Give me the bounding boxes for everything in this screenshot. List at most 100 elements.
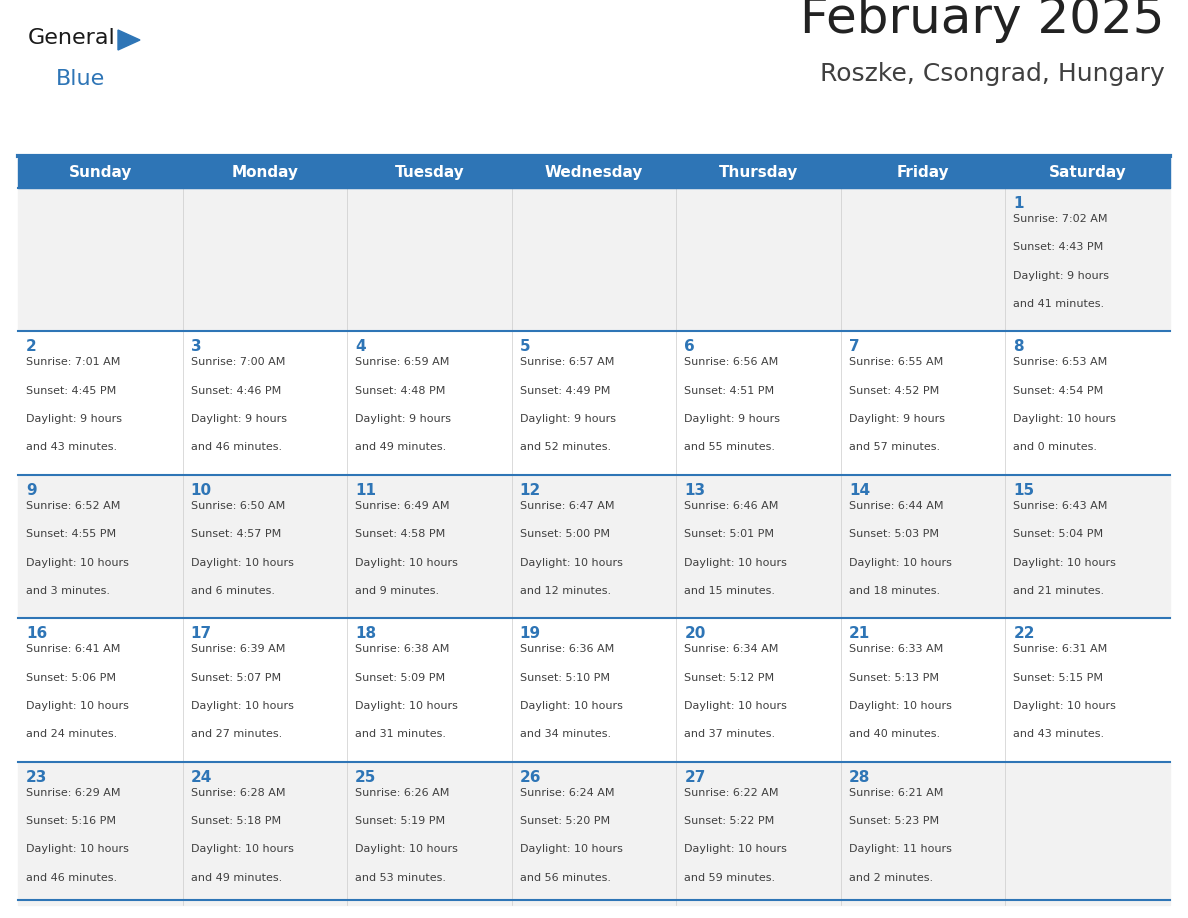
Text: Sunrise: 6:59 AM: Sunrise: 6:59 AM bbox=[355, 357, 449, 367]
Text: Daylight: 10 hours: Daylight: 10 hours bbox=[190, 845, 293, 855]
Text: Daylight: 10 hours: Daylight: 10 hours bbox=[849, 701, 952, 711]
Text: and 12 minutes.: and 12 minutes. bbox=[519, 586, 611, 596]
Text: Sunset: 5:06 PM: Sunset: 5:06 PM bbox=[26, 673, 116, 683]
Bar bbox=[18, 158, 1170, 188]
Text: Sunrise: 6:50 AM: Sunrise: 6:50 AM bbox=[190, 501, 285, 510]
Text: Sunset: 5:12 PM: Sunset: 5:12 PM bbox=[684, 673, 775, 683]
Text: and 21 minutes.: and 21 minutes. bbox=[1013, 586, 1105, 596]
Text: Sunset: 4:55 PM: Sunset: 4:55 PM bbox=[26, 529, 116, 539]
Text: and 46 minutes.: and 46 minutes. bbox=[190, 442, 282, 453]
Text: 9: 9 bbox=[26, 483, 37, 498]
Text: Sunrise: 6:22 AM: Sunrise: 6:22 AM bbox=[684, 788, 779, 798]
Text: Sunset: 4:57 PM: Sunset: 4:57 PM bbox=[190, 529, 280, 539]
Bar bbox=[18, 618, 1170, 762]
Text: Sunset: 5:22 PM: Sunset: 5:22 PM bbox=[684, 816, 775, 826]
Text: and 27 minutes.: and 27 minutes. bbox=[190, 729, 282, 739]
Text: Sunset: 4:52 PM: Sunset: 4:52 PM bbox=[849, 386, 939, 396]
Text: and 41 minutes.: and 41 minutes. bbox=[1013, 299, 1105, 309]
Text: Daylight: 10 hours: Daylight: 10 hours bbox=[519, 845, 623, 855]
Text: Sunset: 4:48 PM: Sunset: 4:48 PM bbox=[355, 386, 446, 396]
Text: General: General bbox=[29, 28, 115, 48]
Text: Sunset: 4:46 PM: Sunset: 4:46 PM bbox=[190, 386, 280, 396]
Text: Sunrise: 6:28 AM: Sunrise: 6:28 AM bbox=[190, 788, 285, 798]
Text: Sunset: 5:16 PM: Sunset: 5:16 PM bbox=[26, 816, 116, 826]
Text: and 9 minutes.: and 9 minutes. bbox=[355, 586, 440, 596]
Text: Sunrise: 6:52 AM: Sunrise: 6:52 AM bbox=[26, 501, 120, 510]
Text: Sunrise: 6:24 AM: Sunrise: 6:24 AM bbox=[519, 788, 614, 798]
Text: Wednesday: Wednesday bbox=[545, 165, 643, 181]
Text: 5: 5 bbox=[519, 340, 530, 354]
Text: Sunrise: 6:26 AM: Sunrise: 6:26 AM bbox=[355, 788, 449, 798]
Text: Monday: Monday bbox=[232, 165, 298, 181]
Text: 28: 28 bbox=[849, 769, 871, 785]
Text: Sunrise: 6:57 AM: Sunrise: 6:57 AM bbox=[519, 357, 614, 367]
Text: and 52 minutes.: and 52 minutes. bbox=[519, 442, 611, 453]
Text: 25: 25 bbox=[355, 769, 377, 785]
Text: 17: 17 bbox=[190, 626, 211, 641]
Text: and 2 minutes.: and 2 minutes. bbox=[849, 873, 933, 882]
Text: and 43 minutes.: and 43 minutes. bbox=[1013, 729, 1105, 739]
Text: Sunset: 5:09 PM: Sunset: 5:09 PM bbox=[355, 673, 446, 683]
Text: Sunrise: 6:55 AM: Sunrise: 6:55 AM bbox=[849, 357, 943, 367]
Text: and 49 minutes.: and 49 minutes. bbox=[190, 873, 282, 882]
Text: Sunset: 5:10 PM: Sunset: 5:10 PM bbox=[519, 673, 609, 683]
Text: Sunset: 4:54 PM: Sunset: 4:54 PM bbox=[1013, 386, 1104, 396]
Text: Sunrise: 6:39 AM: Sunrise: 6:39 AM bbox=[190, 644, 285, 655]
Text: Tuesday: Tuesday bbox=[394, 165, 465, 181]
Text: Daylight: 9 hours: Daylight: 9 hours bbox=[190, 414, 286, 424]
Text: Blue: Blue bbox=[56, 69, 106, 89]
Text: 11: 11 bbox=[355, 483, 377, 498]
Text: 2: 2 bbox=[26, 340, 37, 354]
Text: 24: 24 bbox=[190, 769, 211, 785]
Text: and 55 minutes.: and 55 minutes. bbox=[684, 442, 776, 453]
Text: Sunset: 4:49 PM: Sunset: 4:49 PM bbox=[519, 386, 611, 396]
Text: Sunrise: 7:01 AM: Sunrise: 7:01 AM bbox=[26, 357, 120, 367]
Text: 6: 6 bbox=[684, 340, 695, 354]
Text: 22: 22 bbox=[1013, 626, 1035, 641]
Text: Daylight: 10 hours: Daylight: 10 hours bbox=[1013, 557, 1117, 567]
Text: and 46 minutes.: and 46 minutes. bbox=[26, 873, 118, 882]
Text: and 31 minutes.: and 31 minutes. bbox=[355, 729, 447, 739]
Text: Sunrise: 6:44 AM: Sunrise: 6:44 AM bbox=[849, 501, 943, 510]
Text: Sunset: 4:51 PM: Sunset: 4:51 PM bbox=[684, 386, 775, 396]
Text: Daylight: 10 hours: Daylight: 10 hours bbox=[190, 701, 293, 711]
Text: and 40 minutes.: and 40 minutes. bbox=[849, 729, 940, 739]
Text: Friday: Friday bbox=[897, 165, 949, 181]
Text: Sunset: 5:19 PM: Sunset: 5:19 PM bbox=[355, 816, 446, 826]
Text: and 18 minutes.: and 18 minutes. bbox=[849, 586, 940, 596]
Text: Sunrise: 6:47 AM: Sunrise: 6:47 AM bbox=[519, 501, 614, 510]
Text: 8: 8 bbox=[1013, 340, 1024, 354]
Text: Daylight: 10 hours: Daylight: 10 hours bbox=[355, 845, 459, 855]
Text: February 2025: February 2025 bbox=[801, 0, 1165, 43]
Text: and 6 minutes.: and 6 minutes. bbox=[190, 586, 274, 596]
Text: 15: 15 bbox=[1013, 483, 1035, 498]
Text: 4: 4 bbox=[355, 340, 366, 354]
Bar bbox=[18, 475, 1170, 618]
Text: 1: 1 bbox=[1013, 196, 1024, 211]
Text: Sunset: 5:03 PM: Sunset: 5:03 PM bbox=[849, 529, 939, 539]
Text: Daylight: 9 hours: Daylight: 9 hours bbox=[355, 414, 451, 424]
Text: Sunset: 5:00 PM: Sunset: 5:00 PM bbox=[519, 529, 609, 539]
Text: and 0 minutes.: and 0 minutes. bbox=[1013, 442, 1098, 453]
Text: and 53 minutes.: and 53 minutes. bbox=[355, 873, 447, 882]
Text: and 34 minutes.: and 34 minutes. bbox=[519, 729, 611, 739]
Text: 27: 27 bbox=[684, 769, 706, 785]
Text: Sunset: 5:18 PM: Sunset: 5:18 PM bbox=[190, 816, 280, 826]
Text: Daylight: 10 hours: Daylight: 10 hours bbox=[684, 557, 788, 567]
Text: and 56 minutes.: and 56 minutes. bbox=[519, 873, 611, 882]
Text: 14: 14 bbox=[849, 483, 870, 498]
Text: 20: 20 bbox=[684, 626, 706, 641]
Text: Daylight: 9 hours: Daylight: 9 hours bbox=[849, 414, 944, 424]
Text: Sunrise: 6:38 AM: Sunrise: 6:38 AM bbox=[355, 644, 449, 655]
Text: Sunrise: 6:31 AM: Sunrise: 6:31 AM bbox=[1013, 644, 1107, 655]
Text: Sunrise: 6:33 AM: Sunrise: 6:33 AM bbox=[849, 644, 943, 655]
Text: Daylight: 10 hours: Daylight: 10 hours bbox=[355, 557, 459, 567]
Text: and 49 minutes.: and 49 minutes. bbox=[355, 442, 447, 453]
Text: Sunrise: 6:34 AM: Sunrise: 6:34 AM bbox=[684, 644, 778, 655]
Bar bbox=[18, 188, 1170, 331]
Text: Sunset: 4:43 PM: Sunset: 4:43 PM bbox=[1013, 242, 1104, 252]
Text: Sunset: 5:15 PM: Sunset: 5:15 PM bbox=[1013, 673, 1104, 683]
Text: and 15 minutes.: and 15 minutes. bbox=[684, 586, 776, 596]
Text: Sunrise: 7:02 AM: Sunrise: 7:02 AM bbox=[1013, 214, 1108, 224]
Text: Daylight: 9 hours: Daylight: 9 hours bbox=[1013, 271, 1110, 281]
